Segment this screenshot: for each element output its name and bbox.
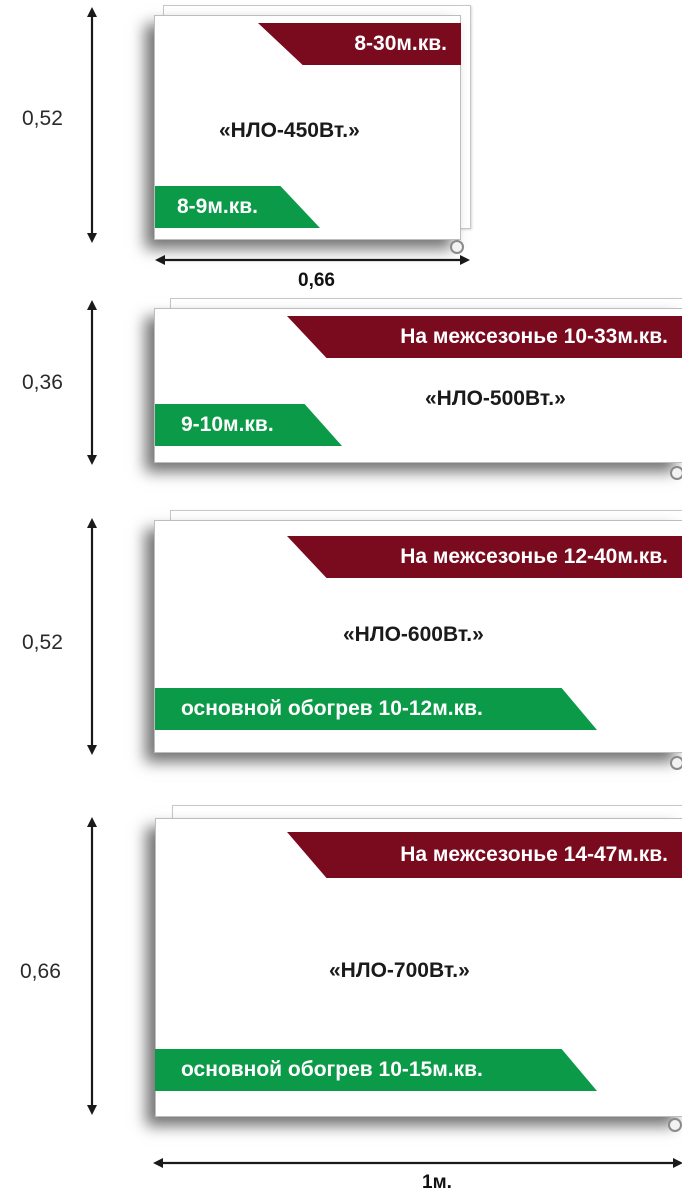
power-plug-icon bbox=[670, 756, 682, 770]
width-label-1: 0,66 bbox=[298, 270, 335, 291]
width-label-4: 1м. bbox=[422, 1172, 452, 1193]
height-label-2: 0,36 bbox=[22, 371, 63, 394]
room-area-tag-secondary: На межсезонье 14-47м.кв. bbox=[287, 832, 682, 878]
height-label-3: 0,52 bbox=[22, 631, 63, 654]
room-area-tag-main: основной обогрев 10-15м.кв. bbox=[155, 1049, 597, 1091]
model-name: «НЛО-700Вт.» bbox=[329, 959, 470, 982]
room-area-tag-secondary: На межсезонье 10-33м.кв. bbox=[287, 316, 682, 358]
model-name: «НЛО-600Вт.» bbox=[343, 623, 484, 646]
power-plug-icon bbox=[670, 466, 682, 480]
room-area-tag-secondary: На межсезонье 12-40м.кв. bbox=[287, 536, 682, 578]
power-plug-icon bbox=[668, 1118, 682, 1132]
model-name: «НЛО-450Вт.» bbox=[219, 119, 360, 142]
height-label-1: 0,52 bbox=[22, 107, 63, 130]
height-label-4: 0,66 bbox=[20, 960, 61, 983]
power-plug-icon bbox=[450, 240, 464, 254]
room-area-tag-main: основной обогрев 10-12м.кв. bbox=[155, 688, 597, 730]
model-name: «НЛО-500Вт.» bbox=[425, 387, 566, 410]
